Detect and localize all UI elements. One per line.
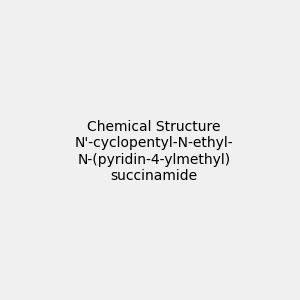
Text: Chemical Structure
N'-cyclopentyl-N-ethyl-
N-(pyridin-4-ylmethyl)
succinamide: Chemical Structure N'-cyclopentyl-N-ethy… (74, 120, 233, 183)
